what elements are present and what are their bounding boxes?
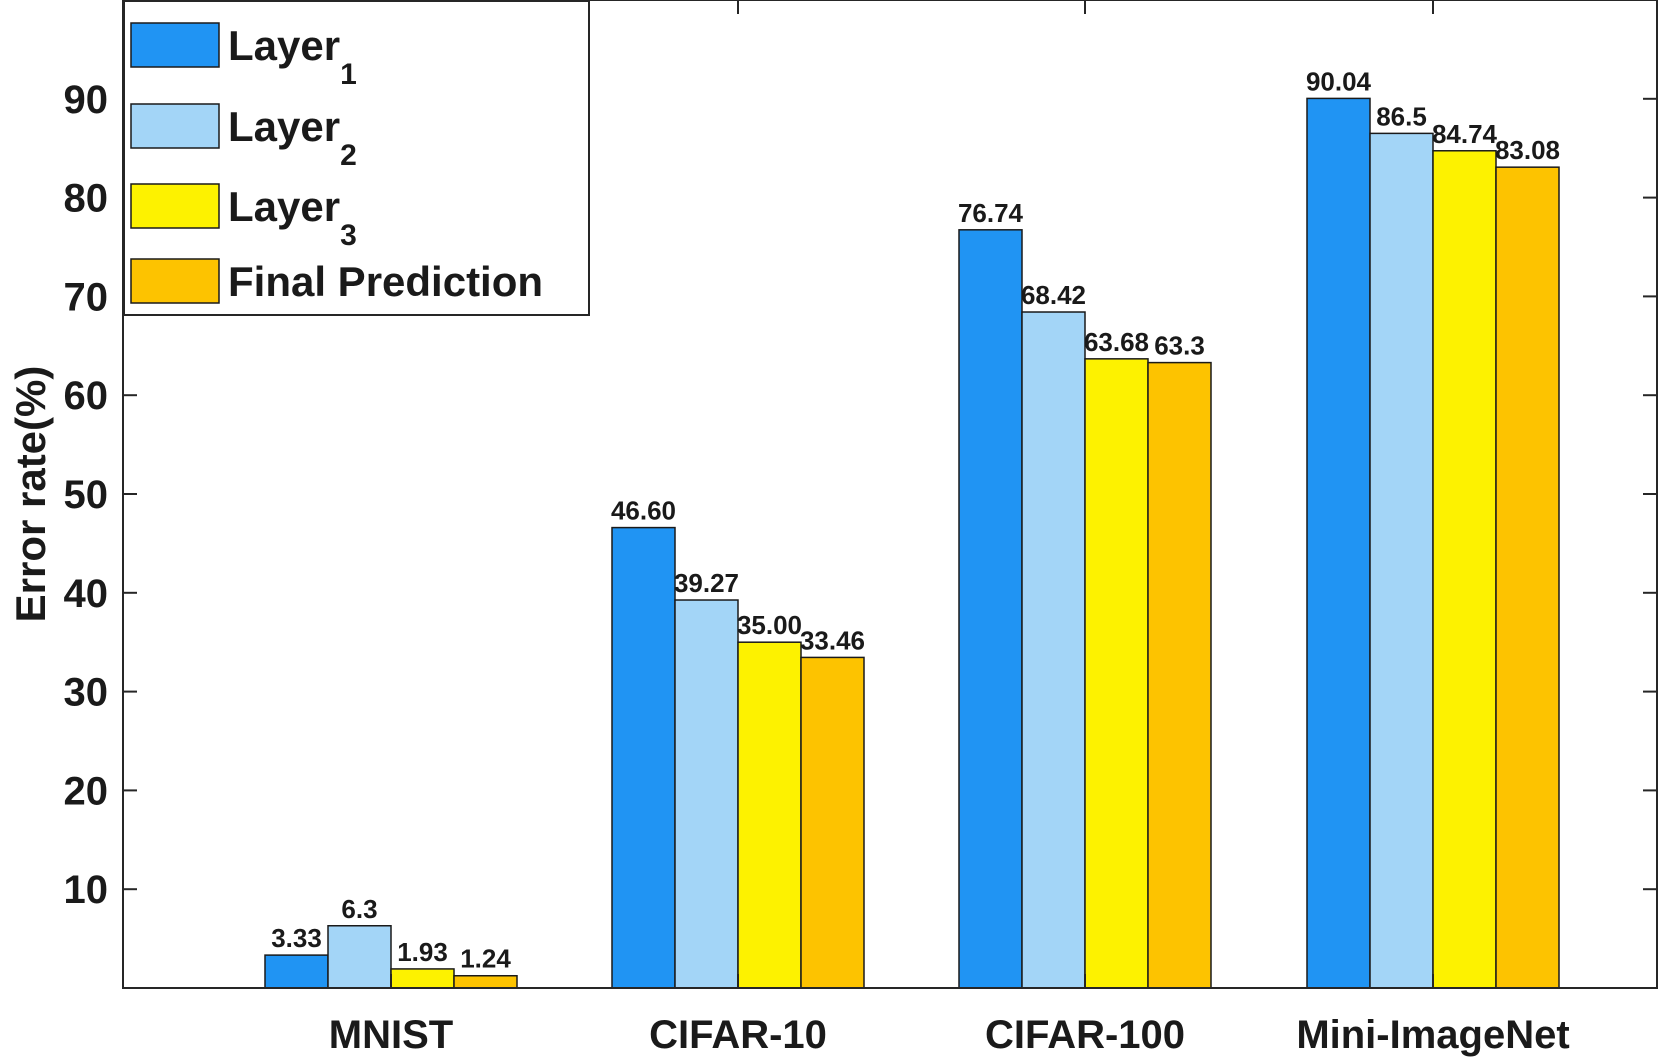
legend-subscript: 3 [340,219,357,252]
x-tick-label: CIFAR-10 [649,1013,827,1057]
bars-layer [264,97,1560,989]
y-tick-label: 80 [64,177,109,221]
x-tick-label: MNIST [329,1013,453,1057]
bar-mini-imagenet-series-2 [1369,132,1434,989]
legend-swatch [130,22,220,68]
x-tick-label: Mini-ImageNet [1296,1013,1569,1057]
bar-mini-imagenet-series-4 [1495,166,1560,989]
y-tick-label: 90 [64,78,109,122]
bar-mnist-series-4 [453,974,518,989]
y-tick-label: 70 [64,275,109,319]
data-label: 63.68 [1084,327,1149,357]
bar-mnist-series-1 [264,954,329,989]
data-label: 46.60 [611,496,676,526]
data-label: 76.74 [958,198,1024,228]
y-tick-label: 10 [64,868,109,912]
bar-cifar-10-series-1 [611,526,676,989]
bar-cifar-100-series-2 [1021,311,1086,989]
data-label: 39.27 [674,568,739,598]
y-tick-label: 20 [64,769,109,813]
data-label: 90.04 [1306,66,1372,96]
bar-cifar-100-series-4 [1147,361,1212,989]
y-tick-label: 40 [64,572,109,616]
data-label: 6.3 [341,894,377,924]
data-label: 1.93 [397,937,448,967]
data-label: 83.08 [1495,135,1560,165]
y-tick-label: 30 [64,671,109,715]
legend-swatch [130,183,220,229]
bar-cifar-10-series-3 [737,641,802,989]
legend-swatch [130,258,220,304]
data-label: 33.46 [800,625,865,655]
legend-label: Final Prediction [228,258,543,305]
data-label: 86.5 [1376,101,1427,131]
bar-mini-imagenet-series-3 [1432,150,1497,989]
category-labels-layer: MNIST CIFAR-10 CIFAR-100 Mini-ImageNet [329,1013,1570,1057]
axis-ticks-layer: 10 20 30 40 50 60 70 80 90 [64,0,1657,988]
data-label: 35.00 [737,610,802,640]
data-label: 63.3 [1154,331,1205,361]
legend-swatch [130,103,220,149]
bar-cifar-100-series-1 [958,229,1023,989]
bar-mnist-series-2 [327,925,392,989]
y-tick-label: 50 [64,473,109,517]
x-tick-label: CIFAR-100 [985,1013,1185,1057]
bar-mini-imagenet-series-1 [1306,97,1371,989]
y-tick-label: 60 [64,374,109,418]
bar-cifar-10-series-4 [800,656,865,989]
data-label: 68.42 [1021,280,1086,310]
bar-mnist-series-3 [390,968,455,989]
bar-cifar-10-series-2 [674,599,739,989]
bar-cifar-100-series-3 [1084,358,1149,989]
legend-subscript: 1 [340,58,357,91]
legend-subscript: 2 [340,139,357,172]
data-label: 3.33 [271,923,322,953]
data-label: 1.24 [460,944,511,974]
data-label: 84.74 [1432,119,1498,149]
y-axis-label: Error rate(%) [7,366,54,623]
